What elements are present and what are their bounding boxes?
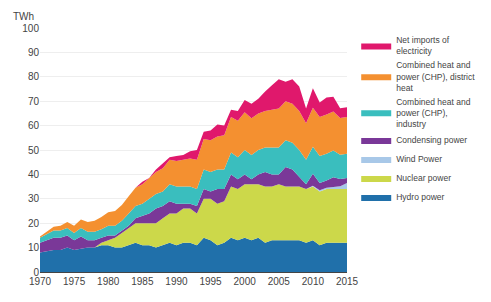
svg-text:Hydro power: Hydro power [396,192,444,202]
svg-text:1970: 1970 [29,276,52,287]
svg-text:70: 70 [28,96,40,107]
svg-text:Combined heat andpower (CHP),i: Combined heat andpower (CHP),industry [396,97,470,129]
svg-text:Combined heat andpower (CHP),: Combined heat andpower (CHP), districthe… [396,60,475,92]
svg-text:10: 10 [28,242,40,253]
svg-text:0: 0 [33,267,39,278]
svg-text:2005: 2005 [268,276,291,287]
svg-text:Net imports ofelectricity: Net imports ofelectricity [396,35,450,56]
svg-text:TWh: TWh [13,11,34,22]
svg-text:80: 80 [28,71,40,82]
svg-text:2000: 2000 [234,276,257,287]
svg-text:Wind Power: Wind Power [396,154,442,164]
svg-text:40: 40 [28,169,40,180]
svg-text:2010: 2010 [302,276,325,287]
svg-text:1995: 1995 [199,276,222,287]
svg-text:Condensing power: Condensing power [396,135,467,145]
svg-text:1990: 1990 [165,276,188,287]
svg-text:1975: 1975 [63,276,86,287]
svg-text:1985: 1985 [131,276,154,287]
svg-text:50: 50 [28,145,40,156]
svg-text:20: 20 [28,218,40,229]
svg-text:60: 60 [28,120,40,131]
svg-text:30: 30 [28,193,40,204]
svg-text:1980: 1980 [97,276,120,287]
svg-text:Nuclear power: Nuclear power [396,173,451,183]
svg-text:100: 100 [22,23,39,34]
svg-text:2015: 2015 [336,276,359,287]
svg-text:90: 90 [28,47,40,58]
